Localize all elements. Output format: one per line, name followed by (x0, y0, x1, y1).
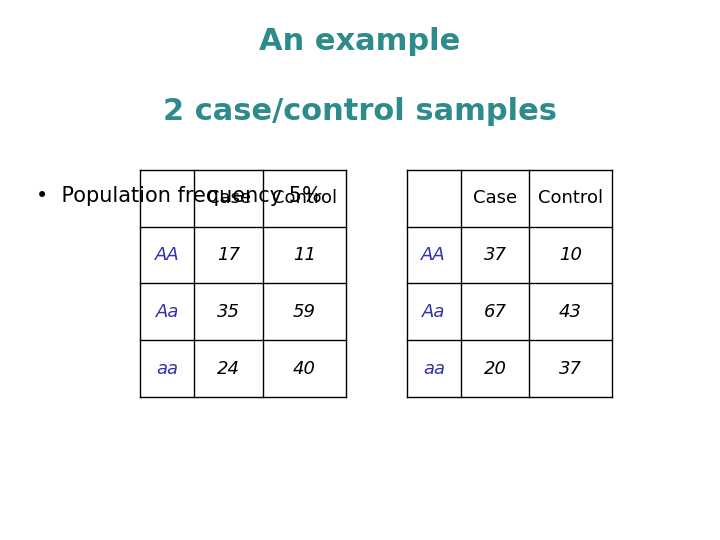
Text: aa: aa (423, 360, 445, 377)
Text: Aa: Aa (422, 303, 446, 321)
Text: 40: 40 (293, 360, 315, 377)
Text: An example: An example (259, 27, 461, 56)
Text: 17: 17 (217, 246, 240, 264)
Text: 59: 59 (293, 303, 315, 321)
Text: 24: 24 (217, 360, 240, 377)
Text: 43: 43 (559, 303, 582, 321)
Text: 20: 20 (484, 360, 506, 377)
Text: Case: Case (207, 190, 251, 207)
Text: Control: Control (271, 190, 337, 207)
Text: 35: 35 (217, 303, 240, 321)
Text: aa: aa (156, 360, 179, 377)
Text: AA: AA (155, 246, 180, 264)
Text: AA: AA (421, 246, 446, 264)
Text: 37: 37 (559, 360, 582, 377)
Text: 2 case/control samples: 2 case/control samples (163, 97, 557, 126)
Text: 10: 10 (559, 246, 582, 264)
Text: Control: Control (538, 190, 603, 207)
Text: Aa: Aa (156, 303, 179, 321)
Text: 11: 11 (293, 246, 315, 264)
Text: •  Population frequency 5%: • Population frequency 5% (36, 186, 322, 206)
Text: 37: 37 (484, 246, 506, 264)
Text: Case: Case (473, 190, 517, 207)
Text: 67: 67 (484, 303, 506, 321)
